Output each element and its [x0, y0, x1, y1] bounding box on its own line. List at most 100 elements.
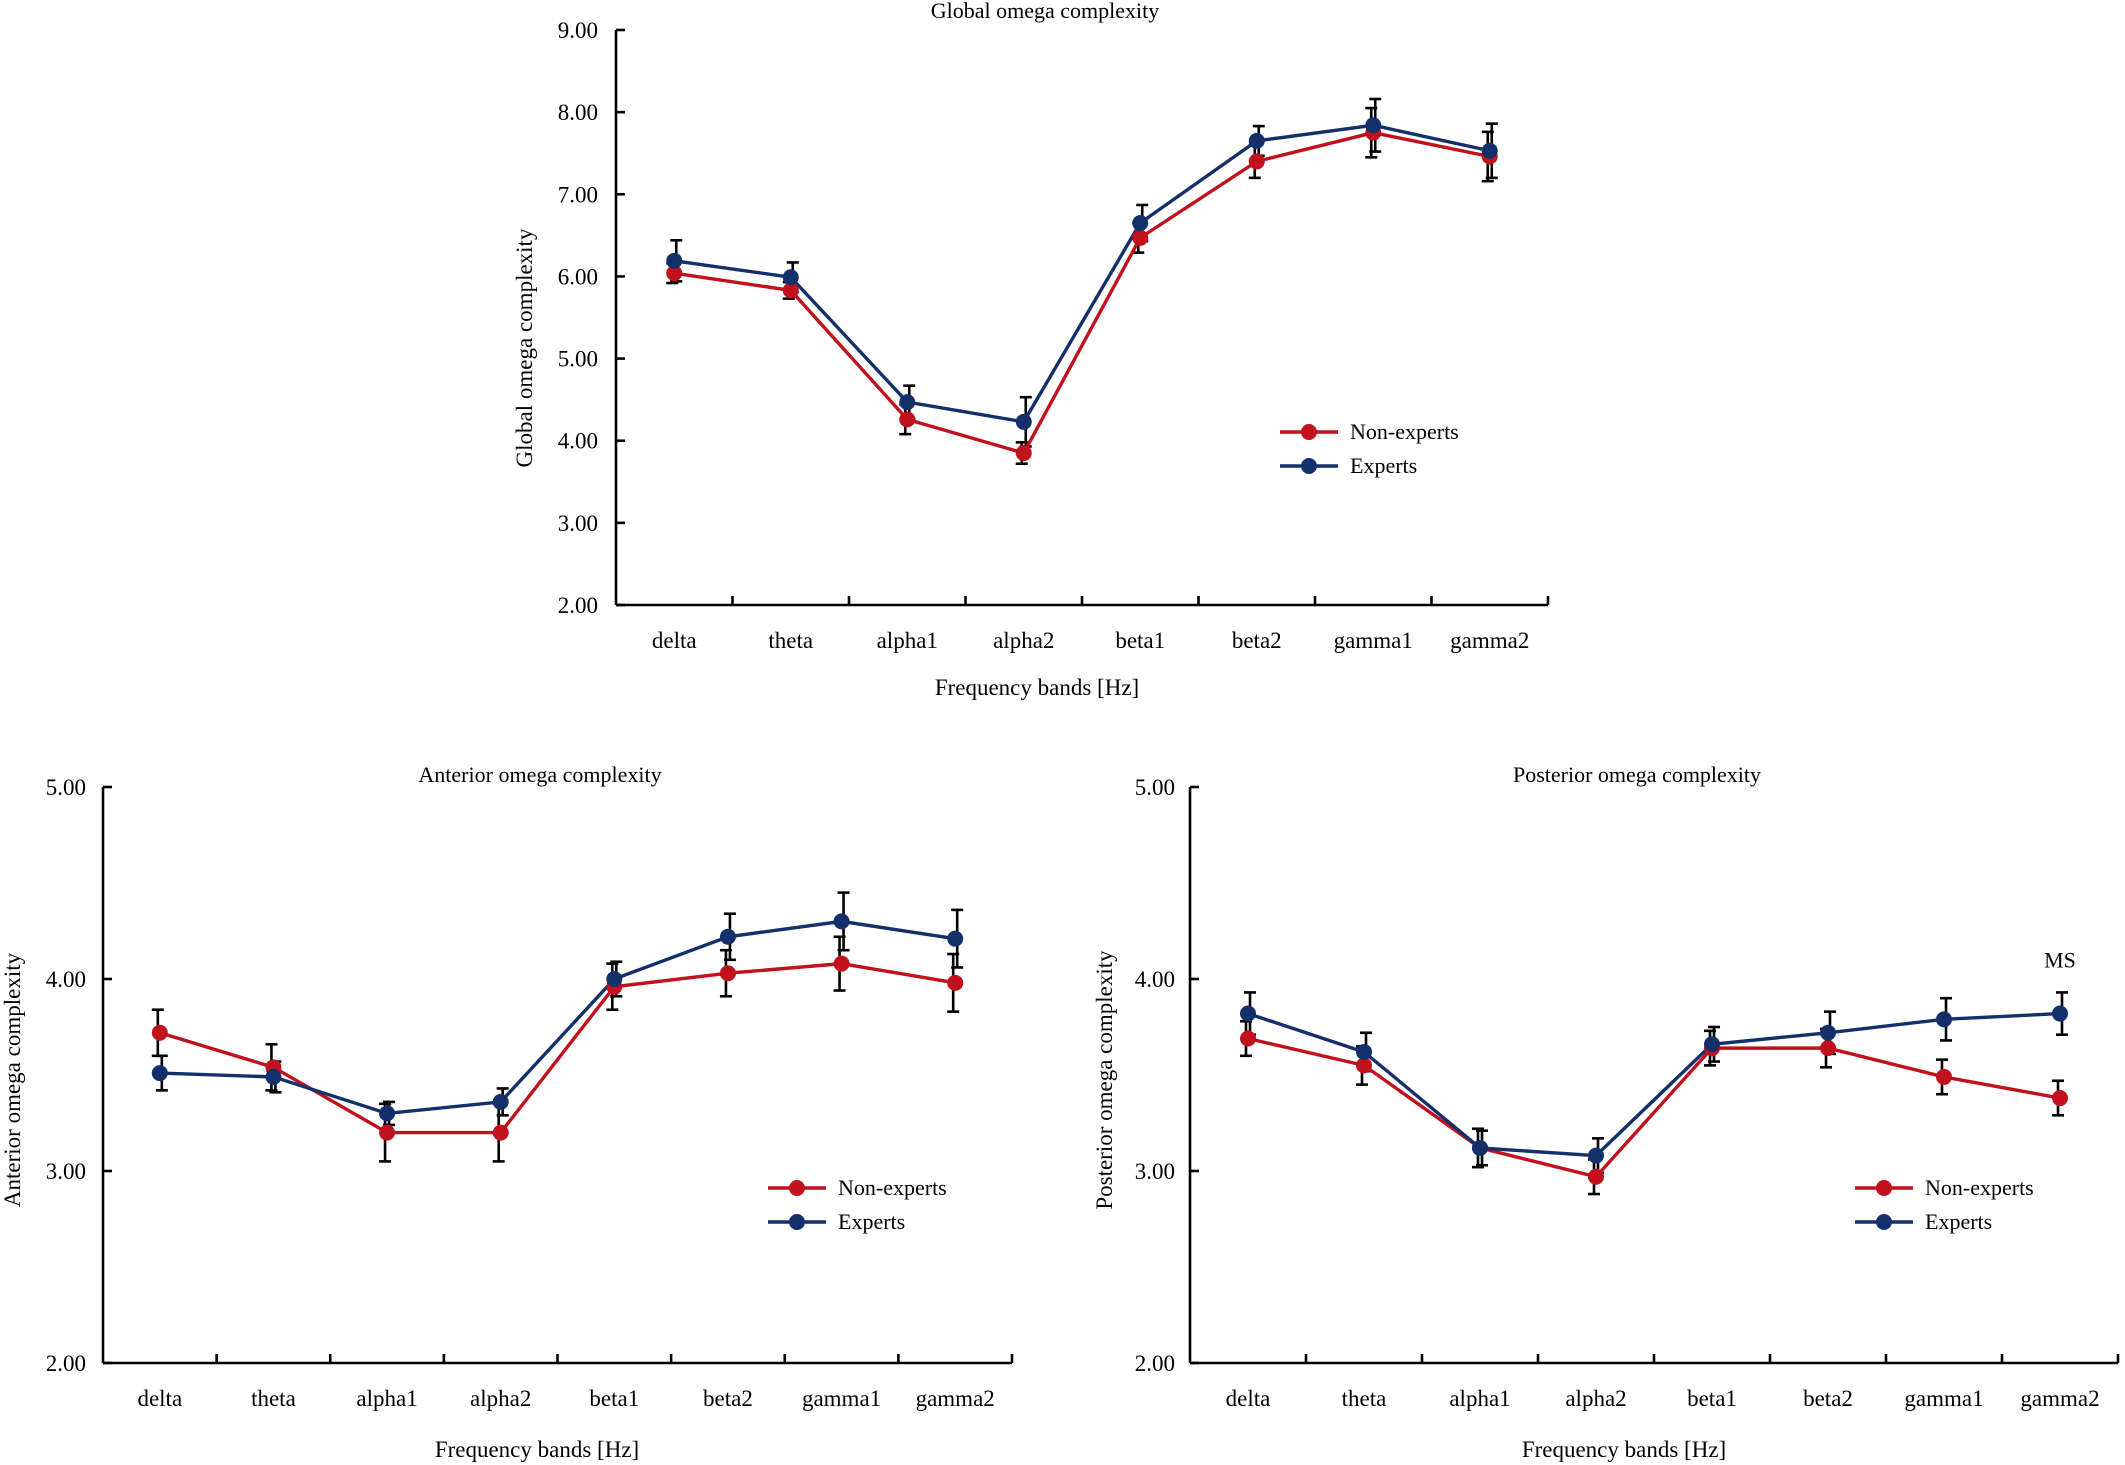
anterior-x-axis-title: Frequency bands [Hz] — [435, 1437, 639, 1462]
global-legend-label-non-experts: Non-experts — [1350, 419, 1459, 444]
global-experts-line — [674, 123, 1491, 424]
anterior-experts-point-beta2 — [719, 928, 736, 945]
anterior-axes: 2.00 3.00 4.00 5.00 delta theta alpha1 alpha2 be… — [46, 775, 1014, 1411]
posterior-non-experts-point-gamma1 — [1936, 1068, 1952, 1085]
global-legend-item-non-experts: Non-experts — [1280, 419, 1459, 444]
global-non-experts-point-delta — [666, 265, 683, 282]
global-legend-item-experts: Experts — [1280, 453, 1417, 478]
anterior-experts-point-beta1 — [606, 971, 623, 987]
global-non-experts-line — [674, 130, 1491, 456]
anterior-legend-label-non-experts: Non-experts — [838, 1175, 947, 1200]
posterior-annotation: MS — [2044, 947, 2076, 972]
anterior-non-experts-point-beta2 — [719, 965, 736, 982]
anterior-experts-point-theta — [265, 1068, 282, 1085]
anterior-experts-point-gamma2 — [947, 930, 964, 947]
anterior-x-tick-label-gamma1: gamma1 — [802, 1386, 881, 1411]
anterior-x-tick-label-beta1: beta1 — [589, 1386, 639, 1411]
posterior-legend-item-experts: Experts — [1855, 1209, 1992, 1234]
global-y-tick-label: 3.00 — [558, 511, 598, 536]
global-x-tick-label-delta: delta — [652, 628, 697, 653]
global-y-tick-label: 8.00 — [558, 100, 598, 125]
global-x-tick-label-theta: theta — [768, 628, 813, 653]
global-experts-point-alpha1 — [899, 394, 916, 411]
anterior-legend-marker-experts — [789, 1214, 805, 1230]
anterior-non-experts-point-gamma1 — [833, 955, 850, 972]
anterior-x-tick-label-theta: theta — [251, 1386, 296, 1411]
global-legend: Non-experts Experts — [1280, 419, 1459, 478]
global-x-tick-label-beta1: beta1 — [1115, 628, 1165, 653]
global-chart-panel: Global omega complexity Global omega com… — [512, 0, 1550, 700]
global-legend-label-experts: Experts — [1350, 453, 1417, 478]
anterior-non-experts-line — [159, 961, 956, 1135]
global-y-tick-label: 7.00 — [558, 182, 598, 207]
anterior-legend-item-experts: Experts — [768, 1209, 905, 1234]
global-experts-point-theta — [782, 269, 799, 286]
posterior-y-axis-title: Posterior omega complexity — [1092, 950, 1117, 1210]
global-legend-marker-non-experts — [1301, 424, 1317, 440]
posterior-non-experts-point-delta — [1240, 1030, 1256, 1047]
posterior-experts-point-beta1 — [1704, 1036, 1720, 1053]
posterior-y-tick-label: 3.00 — [1135, 1159, 1175, 1184]
anterior-marks — [151, 891, 964, 1163]
posterior-marks: MS — [1240, 947, 2076, 1196]
anterior-x-tick-label-alpha2: alpha2 — [470, 1386, 531, 1411]
global-experts-point-beta2 — [1248, 132, 1265, 149]
posterior-x-tick-label-beta1: beta1 — [1687, 1386, 1737, 1411]
posterior-experts-point-gamma2 — [2052, 1005, 2068, 1022]
anterior-legend-marker-non-experts — [789, 1180, 805, 1196]
anterior-x-tick-label-alpha1: alpha1 — [356, 1386, 417, 1411]
posterior-experts-point-alpha2 — [1588, 1147, 1604, 1164]
anterior-experts-point-alpha1 — [379, 1105, 396, 1122]
global-x-tick-label-alpha2: alpha2 — [993, 628, 1054, 653]
posterior-non-experts-point-gamma2 — [2052, 1090, 2068, 1107]
global-y-tick-label: 5.00 — [558, 347, 598, 372]
global-experts-point-gamma1 — [1365, 117, 1382, 134]
global-non-experts-point-alpha2 — [1015, 445, 1032, 462]
global-y-axis-title: Global omega complexity — [512, 228, 537, 467]
global-y-tick-label: 9.00 — [558, 18, 598, 43]
posterior-legend-label-non-experts: Non-experts — [1925, 1175, 2034, 1200]
global-y-tick-label: 2.00 — [558, 593, 598, 618]
posterior-x-tick-label-alpha1: alpha1 — [1449, 1386, 1510, 1411]
global-non-experts-point-alpha1 — [899, 411, 916, 428]
posterior-x-tick-label-beta2: beta2 — [1803, 1386, 1853, 1411]
anterior-y-tick-label: 5.00 — [46, 775, 86, 800]
global-x-tick-label-gamma1: gamma1 — [1334, 628, 1413, 653]
posterior-experts-point-theta — [1356, 1043, 1372, 1060]
anterior-legend: Non-experts Experts — [768, 1175, 947, 1234]
posterior-legend: Non-experts Experts — [1855, 1175, 2034, 1234]
global-y-tick-label: 4.00 — [558, 429, 598, 454]
posterior-legend-marker-experts — [1876, 1214, 1892, 1230]
global-non-experts-point-beta2 — [1248, 153, 1265, 170]
global-non-experts-point-theta — [782, 282, 799, 299]
posterior-legend-marker-non-experts — [1876, 1180, 1892, 1196]
global-y-tick-label: 6.00 — [558, 264, 598, 289]
posterior-y-tick-label: 2.00 — [1135, 1351, 1175, 1376]
anterior-y-axis-title: Anterior omega complexity — [0, 952, 25, 1207]
anterior-non-experts-point-gamma2 — [947, 974, 964, 991]
global-chart-title: Global omega complexity — [931, 0, 1160, 23]
posterior-x-tick-label-theta: theta — [1342, 1386, 1387, 1411]
anterior-y-tick-label: 4.00 — [46, 967, 86, 992]
global-x-tick-label-alpha1: alpha1 — [877, 628, 938, 653]
anterior-chart-panel: Anterior omega complexity Anterior omega… — [0, 762, 1014, 1462]
posterior-x-tick-label-alpha2: alpha2 — [1565, 1386, 1626, 1411]
posterior-x-axis-title: Frequency bands [Hz] — [1522, 1437, 1726, 1462]
anterior-y-tick-label: 2.00 — [46, 1351, 86, 1376]
posterior-non-experts-line — [1247, 1036, 2061, 1179]
posterior-non-experts-point-alpha2 — [1588, 1168, 1604, 1185]
global-legend-marker-experts — [1301, 458, 1317, 474]
global-marks — [666, 97, 1498, 466]
anterior-experts-point-gamma1 — [833, 913, 850, 930]
posterior-y-tick-label: 5.00 — [1135, 775, 1175, 800]
anterior-legend-label-experts: Experts — [838, 1209, 905, 1234]
anterior-non-experts-point-delta — [151, 1024, 168, 1041]
posterior-experts-point-gamma1 — [1936, 1011, 1952, 1028]
posterior-x-tick-label-delta: delta — [1226, 1386, 1271, 1411]
global-x-axis-title: Frequency bands [Hz] — [935, 675, 1139, 700]
anterior-experts-point-delta — [151, 1065, 168, 1082]
posterior-non-experts-point-theta — [1356, 1057, 1372, 1074]
global-experts-point-gamma2 — [1481, 142, 1498, 159]
global-non-experts-point-beta1 — [1132, 229, 1149, 246]
